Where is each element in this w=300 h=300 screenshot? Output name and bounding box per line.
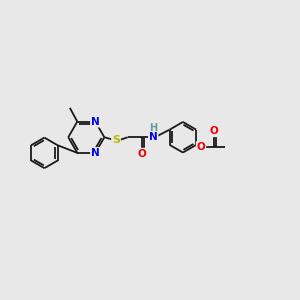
Text: O: O (137, 148, 146, 159)
Text: N: N (91, 148, 100, 158)
Text: S: S (112, 135, 120, 146)
Text: N: N (91, 117, 100, 127)
Text: N: N (149, 132, 158, 142)
Text: O: O (197, 142, 206, 152)
Text: H: H (149, 123, 157, 133)
Text: O: O (209, 126, 218, 136)
